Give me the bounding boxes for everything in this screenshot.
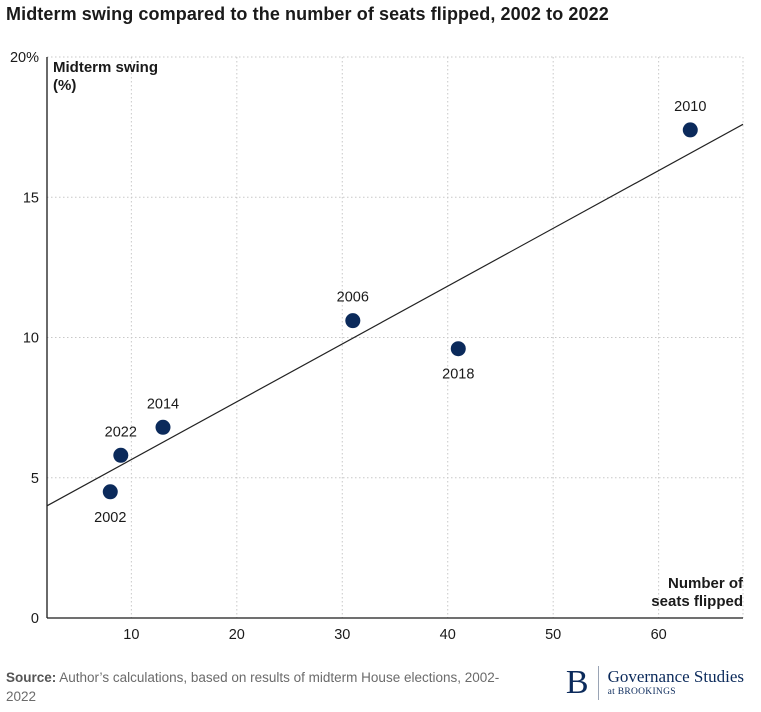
point-label: 2014 — [147, 396, 179, 412]
data-points: 2002 2022 2014 2006 2018 2010 — [94, 99, 706, 526]
brand-name: Governance Studies — [607, 667, 744, 686]
trendline — [46, 123, 744, 507]
data-point — [155, 419, 171, 435]
x-tick-label: 40 — [440, 627, 456, 643]
data-point — [450, 341, 466, 357]
y-tick-label: 10 — [23, 331, 39, 347]
trendline-group — [46, 123, 744, 507]
brand-sub: at BROOKINGS — [607, 687, 676, 697]
point-label: 2002 — [94, 510, 126, 526]
source-note: Source: Author’s calculations, based on … — [6, 668, 506, 706]
chart-title: Midterm swing compared to the number of … — [6, 4, 609, 24]
y-tick-label: 0 — [31, 611, 39, 627]
y-tick-label: 15 — [23, 190, 39, 206]
axis-labels: 10 20 30 40 50 60 0 5 10 15 20% Midterm swing(%) Num… — [10, 50, 744, 643]
y-tick-label: 5 — [31, 471, 39, 487]
source-text: Author’s calculations, based on results … — [6, 670, 500, 704]
grid-lines — [47, 56, 744, 618]
point-label: 2018 — [442, 367, 474, 383]
x-tick-label: 20 — [229, 627, 245, 643]
brookings-logo: B Governance Studies at BROOKINGS — [566, 666, 744, 700]
data-point — [345, 313, 361, 329]
x-tick-label: 30 — [334, 627, 350, 643]
x-tick-label: 60 — [651, 627, 667, 643]
brand-mark: B — [566, 666, 599, 700]
y-axis-title: Midterm swing — [53, 59, 158, 76]
x-axis-title: Number of — [668, 575, 744, 592]
y-tick-label: 20% — [10, 50, 39, 66]
point-label: 2006 — [337, 290, 369, 306]
data-point — [682, 122, 698, 138]
source-label: Source: — [6, 670, 57, 685]
data-point — [113, 447, 129, 463]
x-tick-label: 10 — [123, 627, 139, 643]
point-label: 2010 — [674, 99, 706, 115]
x-axis-title: seats flipped — [651, 593, 743, 610]
axes — [46, 57, 743, 619]
data-point — [102, 484, 118, 500]
point-label: 2022 — [105, 424, 137, 440]
y-axis-title: (%) — [53, 77, 76, 94]
x-tick-label: 50 — [545, 627, 561, 643]
